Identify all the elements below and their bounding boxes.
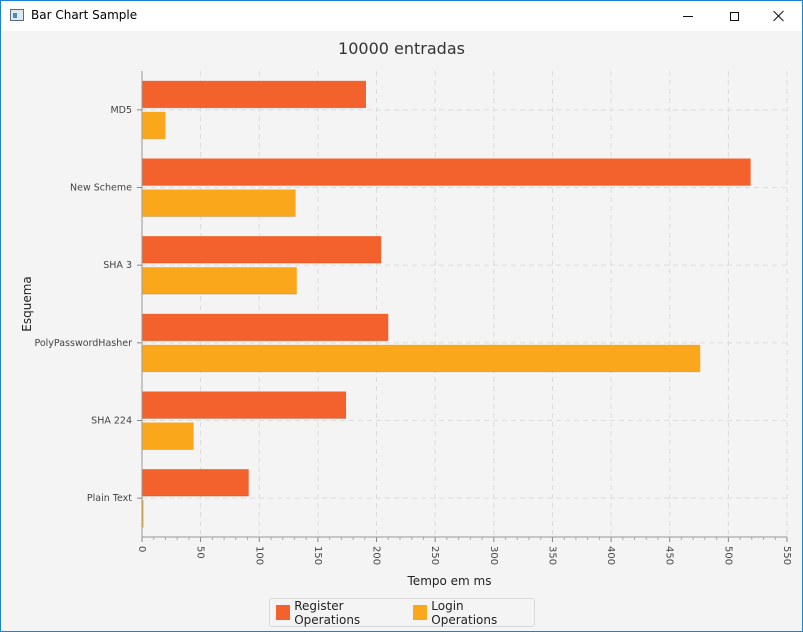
- bar-login-operations-plain-text: [142, 500, 144, 528]
- x-tick-label: 100: [253, 546, 264, 565]
- title-bar[interactable]: Bar Chart Sample: [1, 1, 802, 31]
- minimize-icon: [683, 15, 693, 17]
- bar-login-operations-md5: [142, 111, 166, 139]
- y-tick-label-polypasswordhasher: PolyPasswordHasher: [34, 338, 132, 349]
- x-axis-label: Tempo em ms: [407, 574, 492, 588]
- y-tick-label-md5: MD5: [110, 105, 132, 116]
- plot-area: [142, 71, 787, 537]
- chart-legend: Register Operations Login Operations: [269, 598, 535, 627]
- legend-swatch-login: [413, 605, 428, 620]
- bar-login-operations-polypasswordhasher: [142, 344, 701, 372]
- legend-item-register: Register Operations: [276, 599, 407, 627]
- bar-register-operations-sha-3: [142, 236, 382, 264]
- bar-login-operations-new-scheme: [142, 189, 296, 217]
- x-tick-label: 350: [546, 546, 557, 565]
- bar-login-operations-sha-224: [142, 422, 194, 450]
- x-tick-label: 50: [195, 546, 206, 559]
- x-tick-label: 150: [312, 546, 323, 565]
- x-tick-label: 200: [371, 546, 382, 565]
- maximize-icon: [729, 11, 739, 21]
- x-tick-label: 550: [781, 546, 792, 565]
- x-tick-label: 500: [722, 546, 733, 565]
- minimize-button[interactable]: [665, 1, 711, 31]
- y-axis-label: Esquema: [20, 276, 34, 331]
- y-tick-label-new-scheme: New Scheme: [70, 183, 132, 194]
- app-window-icon: [10, 9, 24, 21]
- bar-register-operations-plain-text: [142, 469, 249, 497]
- x-tick-label: 0: [136, 546, 147, 552]
- bar-login-operations-sha-3: [142, 267, 297, 295]
- maximize-button[interactable]: [711, 1, 757, 31]
- bar-register-operations-new-scheme: [142, 158, 751, 186]
- bar-register-operations-md5: [142, 80, 366, 108]
- x-tick-label: 400: [605, 546, 616, 565]
- window-title: Bar Chart Sample: [31, 8, 138, 22]
- legend-label-register: Register Operations: [294, 598, 361, 627]
- y-tick-label-plain-text: Plain Text: [87, 493, 132, 504]
- x-tick-label: 450: [664, 546, 675, 565]
- y-tick-label-sha-3: SHA 3: [103, 260, 132, 271]
- bar-register-operations-polypasswordhasher: [142, 313, 389, 341]
- legend-swatch-register: [276, 605, 291, 620]
- legend-label-login: Login Operations: [431, 598, 498, 627]
- legend-item-login: Login Operations: [413, 599, 528, 627]
- chart-title: 10000 entradas: [338, 39, 465, 58]
- x-tick-label: 250: [429, 546, 440, 565]
- bar-chart: 0 50 100 150 200 250 300 350 400 450 500 550 MD5 New …: [20, 71, 792, 588]
- bar-register-operations-sha-224: [142, 391, 347, 419]
- x-tick-label: 300: [488, 546, 499, 565]
- y-tick-label-sha-224: SHA 224: [91, 416, 132, 427]
